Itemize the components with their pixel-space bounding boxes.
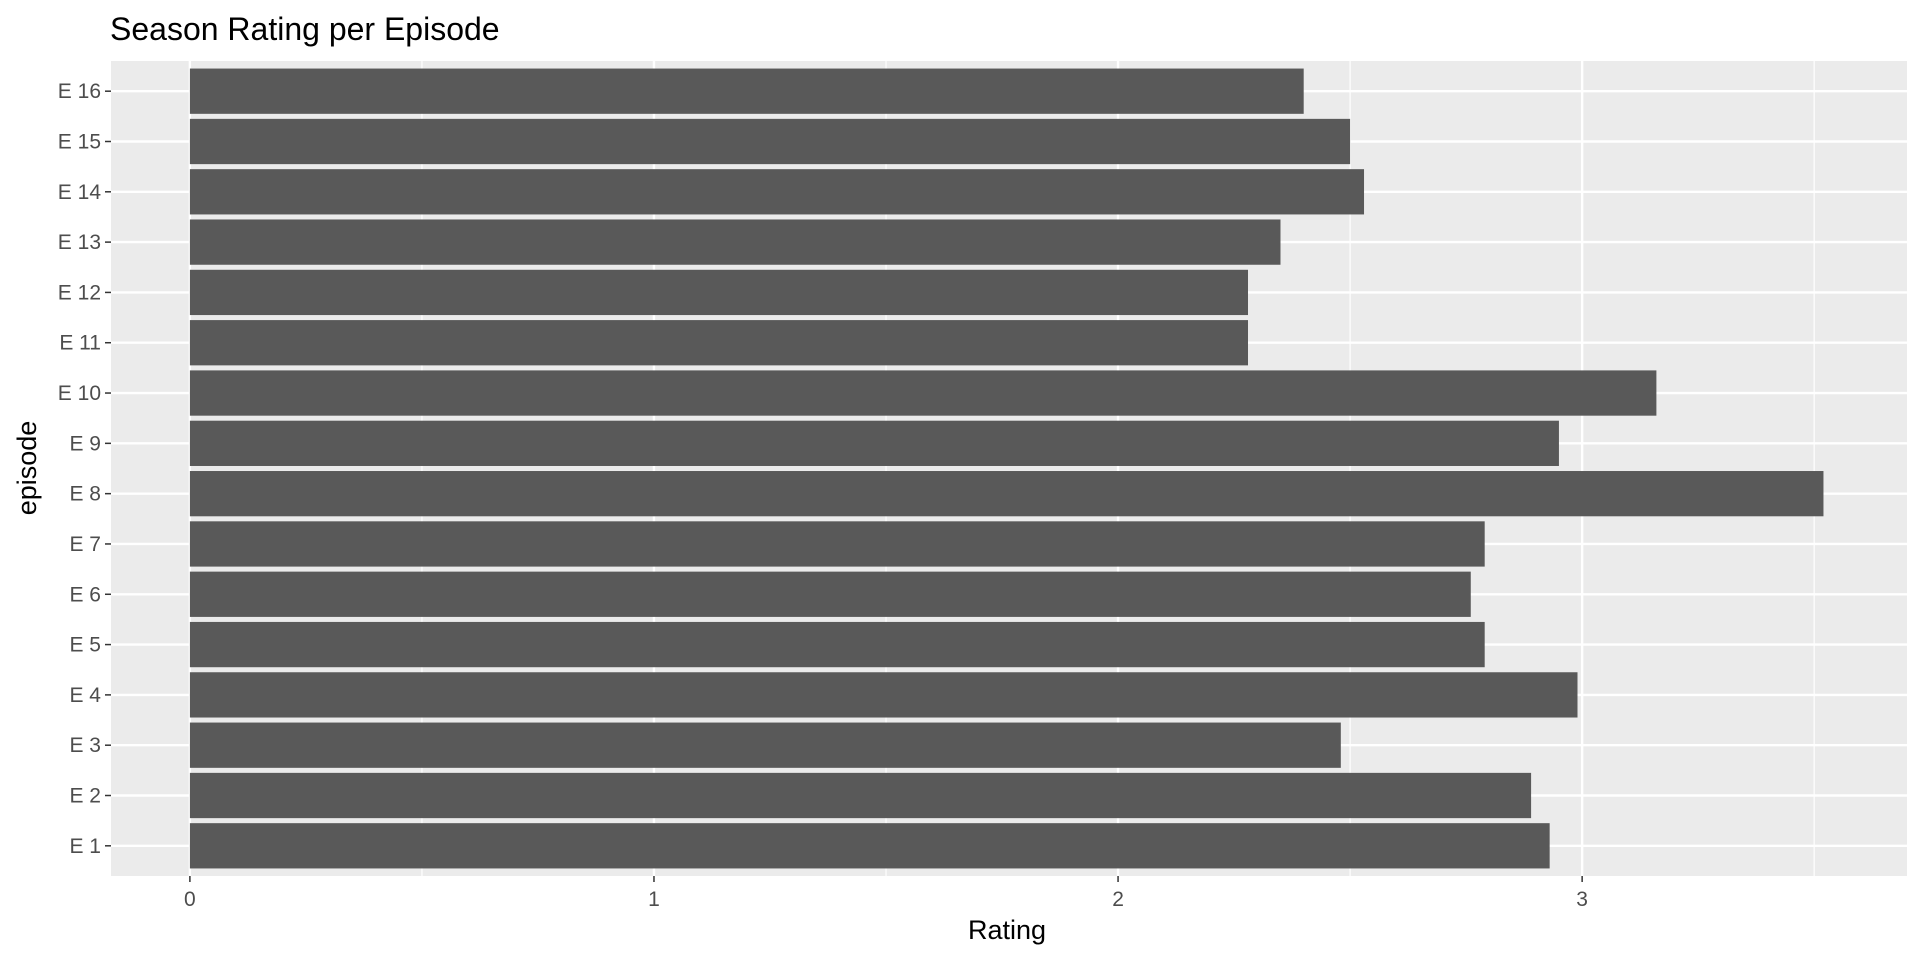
x-axis-title: Rating — [968, 915, 1046, 945]
bar-e3 — [189, 722, 1341, 768]
x-tick-label: 1 — [648, 888, 660, 911]
y-tick-label: E 10 — [58, 382, 101, 405]
y-tick-label: E 4 — [69, 684, 101, 707]
x-tick-label: 0 — [184, 888, 196, 911]
bar-e2 — [189, 772, 1532, 819]
y-tick-label: E 13 — [58, 231, 101, 254]
y-tick-label: E 1 — [69, 835, 101, 858]
bar-e16 — [189, 68, 1304, 114]
y-tick-label: E 11 — [59, 332, 101, 355]
x-tick-label: 2 — [1112, 888, 1124, 911]
bar-e14 — [189, 169, 1365, 215]
y-tick-label: E 7 — [69, 533, 101, 556]
y-tick-label: E 15 — [58, 130, 101, 153]
bar-e12 — [189, 269, 1249, 316]
bar-e5 — [189, 621, 1485, 668]
y-tick-label: E 5 — [69, 634, 101, 657]
bar-e15 — [189, 118, 1351, 165]
bar-e9 — [189, 420, 1559, 466]
y-axis-ticks: E 1 E 2 E 3 E 4 E 5 E 6 E 7 E 8 E 9 E 10 E 11 E 12 E… — [58, 80, 111, 858]
x-tick-label: 3 — [1576, 888, 1588, 911]
y-tick-label: E 2 — [69, 785, 101, 808]
bar-e11 — [189, 320, 1249, 366]
x-axis-ticks: 0 1 2 3 — [184, 876, 1588, 911]
bars — [189, 68, 1824, 869]
y-tick-label: E 9 — [69, 432, 101, 455]
y-tick-label: E 6 — [69, 583, 101, 606]
y-tick-label: E 3 — [69, 734, 101, 757]
bar-e8 — [189, 471, 1824, 517]
chart-title: Season Rating per Episode — [110, 11, 500, 47]
bar-e10 — [189, 370, 1657, 416]
y-axis-title: episode — [12, 421, 42, 516]
y-tick-label: E 8 — [69, 483, 101, 506]
bar-e7 — [189, 521, 1485, 567]
bar-e1 — [189, 823, 1550, 869]
y-tick-label: E 14 — [58, 181, 102, 204]
bar-e4 — [189, 672, 1578, 718]
bar-e13 — [189, 219, 1281, 265]
y-tick-label: E 16 — [58, 80, 101, 103]
bar-e6 — [189, 571, 1471, 617]
y-tick-label: E 12 — [58, 281, 101, 304]
